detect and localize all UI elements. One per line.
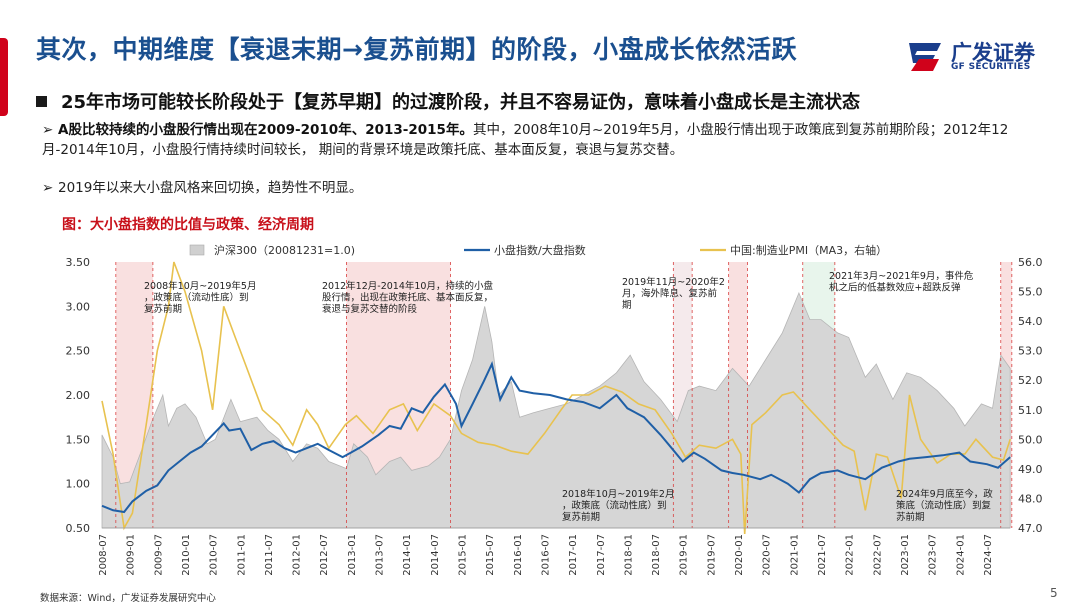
- main-bullet: 25年市场可能较长阶段处于【复苏早期】的过渡阶段，并且不容易证伪，意味着小盘成长…: [36, 88, 860, 114]
- small-large-ratio-line-series: [101, 360, 1011, 514]
- data-source: 数据来源：Wind，广发证券发展研究中心: [40, 593, 216, 604]
- x-axis-tick-label: 2013-07: [375, 534, 386, 576]
- right-axis-tick-label: 54.0: [1018, 315, 1043, 328]
- x-axis-tick-label: 2009-01: [126, 534, 137, 576]
- x-axis-tick-label: 2023-07: [928, 534, 939, 576]
- x-axis-tick-label: 2012-07: [319, 534, 330, 576]
- legend-label-2: 中国:制造业PMI（MA3，右轴）: [730, 243, 887, 257]
- right-axis-tick-label: 48.0: [1018, 492, 1043, 505]
- x-axis-tick-label: 2017-07: [596, 534, 607, 576]
- right-axis-tick-label: 52.0: [1018, 374, 1043, 387]
- x-axis-tick-label: 2018-01: [623, 534, 634, 576]
- left-axis-tick-label: 1.50: [66, 433, 91, 446]
- x-axis-tick-label: 2016-07: [541, 534, 552, 576]
- x-axis-tick-label: 2019-07: [706, 534, 717, 576]
- left-axis-tick-label: 3.50: [66, 256, 91, 269]
- sub-bullet-1: ➢ A股比较持续的小盘股行情出现在2009-2010年、2013-2015年。其中…: [42, 120, 1052, 160]
- chart-annotation-5: 2024年9月底至今，政策底（流动性底）到复苏前期: [896, 488, 993, 523]
- accent-bar: [0, 38, 8, 116]
- legend-swatch-0: [189, 244, 205, 256]
- sub-bullet-1-bold: A股比较持续的小盘股行情出现在2009-2010年、2013-2015年。: [58, 122, 473, 138]
- x-axis-tick-label: 2022-01: [845, 534, 856, 576]
- x-axis-tick-label: 2009-07: [153, 534, 164, 576]
- x-axis-tick-label: 2023-01: [900, 534, 911, 576]
- x-axis-tick-label: 2017-01: [568, 534, 579, 576]
- x-axis-tick-label: 2022-07: [872, 534, 883, 576]
- pmi-line-series: [101, 261, 1011, 534]
- x-axis-tick-label: 2018-07: [651, 534, 662, 576]
- square-bullet-icon: [36, 96, 47, 107]
- chart-annotation-4: 2018年10月~2019年2月，政策底（流动性底）到复苏前期: [562, 488, 674, 523]
- x-axis-tick-label: 2021-01: [789, 534, 800, 576]
- chart-annotation-0: 2008年10月~2019年5月，政策底（流动性底）到复苏前期: [144, 280, 256, 315]
- main-bullet-text: 25年市场可能较长阶段处于【复苏早期】的过渡阶段，并且不容易证伪，意味着小盘成长…: [61, 92, 861, 113]
- legend-label-0: 沪深300（20081231=1.0): [214, 243, 355, 257]
- left-axis-tick-label: 0.50: [66, 522, 91, 535]
- gf-logo-icon: [909, 43, 941, 71]
- x-axis-tick-label: 2015-07: [485, 534, 496, 576]
- chart-annotation-3: 2021年3月~2021年9月，事件危机之后的低基数效应+超跌反弹: [829, 270, 974, 294]
- x-axis-tick-label: 2024-01: [955, 534, 966, 576]
- x-axis-tick-label: 2010-07: [209, 534, 220, 576]
- chart-title: 图：大小盘指数的比值与政策、经济周期: [62, 217, 314, 233]
- sub-bullet-1-text: 其中，2008年10月~2019年5月，小盘股行情出现于政策底到复苏前期阶段；2…: [42, 122, 1009, 158]
- x-axis-tick-label: 2011-01: [236, 534, 247, 576]
- right-axis-tick-label: 49.0: [1018, 463, 1043, 476]
- arrow-bullet-icon: ➢: [42, 180, 54, 196]
- x-axis-tick-label: 2011-07: [264, 534, 275, 576]
- x-axis-tick-label: 2024-07: [983, 534, 994, 576]
- chart-annotation-1: 2012年12月-2014年10月，持续的小盘股行情，出现在政策托底、基本面反复…: [322, 280, 493, 315]
- sub-bullet-2: ➢ 2019年以来大小盘风格来回切换，趋势性不明显。: [42, 178, 1052, 198]
- sub-bullet-2-text: 2019年以来大小盘风格来回切换，趋势性不明显。: [58, 180, 363, 196]
- x-axis-tick-label: 2021-07: [817, 534, 828, 576]
- right-axis-tick-label: 55.0: [1018, 286, 1043, 299]
- x-axis-tick-label: 2020-01: [734, 534, 745, 576]
- right-axis-tick-label: 51.0: [1018, 404, 1043, 417]
- right-axis-tick-label: 53.0: [1018, 345, 1043, 358]
- right-axis-tick-label: 50.0: [1018, 433, 1043, 446]
- x-axis-tick-label: 2014-07: [430, 534, 441, 576]
- left-axis-tick-label: 2.50: [66, 345, 91, 358]
- legend-label-1: 小盘指数/大盘指数: [494, 243, 586, 257]
- hs300-area-series: [101, 291, 1011, 529]
- x-axis-tick-label: 2012-01: [292, 534, 303, 576]
- x-axis-tick-label: 2014-01: [402, 534, 413, 576]
- x-axis-tick-label: 2019-01: [679, 534, 690, 576]
- x-axis-tick-label: 2015-01: [458, 534, 469, 576]
- page-number: 5: [1050, 586, 1058, 600]
- logo-chinese-text: 广发证券: [951, 41, 1035, 65]
- x-axis-tick-label: 2020-07: [762, 534, 773, 576]
- arrow-bullet-icon: ➢: [42, 122, 54, 138]
- company-logo: 广发证券 GF SECURITIES: [905, 35, 1065, 77]
- right-axis-tick-label: 47.0: [1018, 522, 1043, 535]
- left-axis-tick-label: 2.00: [66, 389, 91, 402]
- page-title: 其次，中期维度【衰退末期→复苏前期】的阶段，小盘成长依然活跃: [36, 35, 797, 64]
- x-axis-tick-label: 2016-01: [513, 534, 524, 576]
- logo-english-text: GF SECURITIES: [951, 62, 1031, 72]
- left-axis-tick-label: 1.00: [66, 478, 91, 491]
- right-axis-tick-label: 56.0: [1018, 256, 1043, 269]
- left-axis-tick-label: 3.00: [66, 300, 91, 313]
- chart-annotation-2: 2019年11月~2020年2 月，海外降息、复苏前期: [622, 276, 725, 311]
- x-axis-tick-label: 2013-01: [347, 534, 358, 576]
- x-axis-tick-label: 2010-01: [181, 534, 192, 576]
- x-axis-tick-label: 2008-07: [98, 534, 109, 576]
- ratio-policy-cycle-chart: 0.50 1.00 1.50 2.00 2.50 3.00 3.50 47.0 48.0 49.0…: [66, 243, 1043, 576]
